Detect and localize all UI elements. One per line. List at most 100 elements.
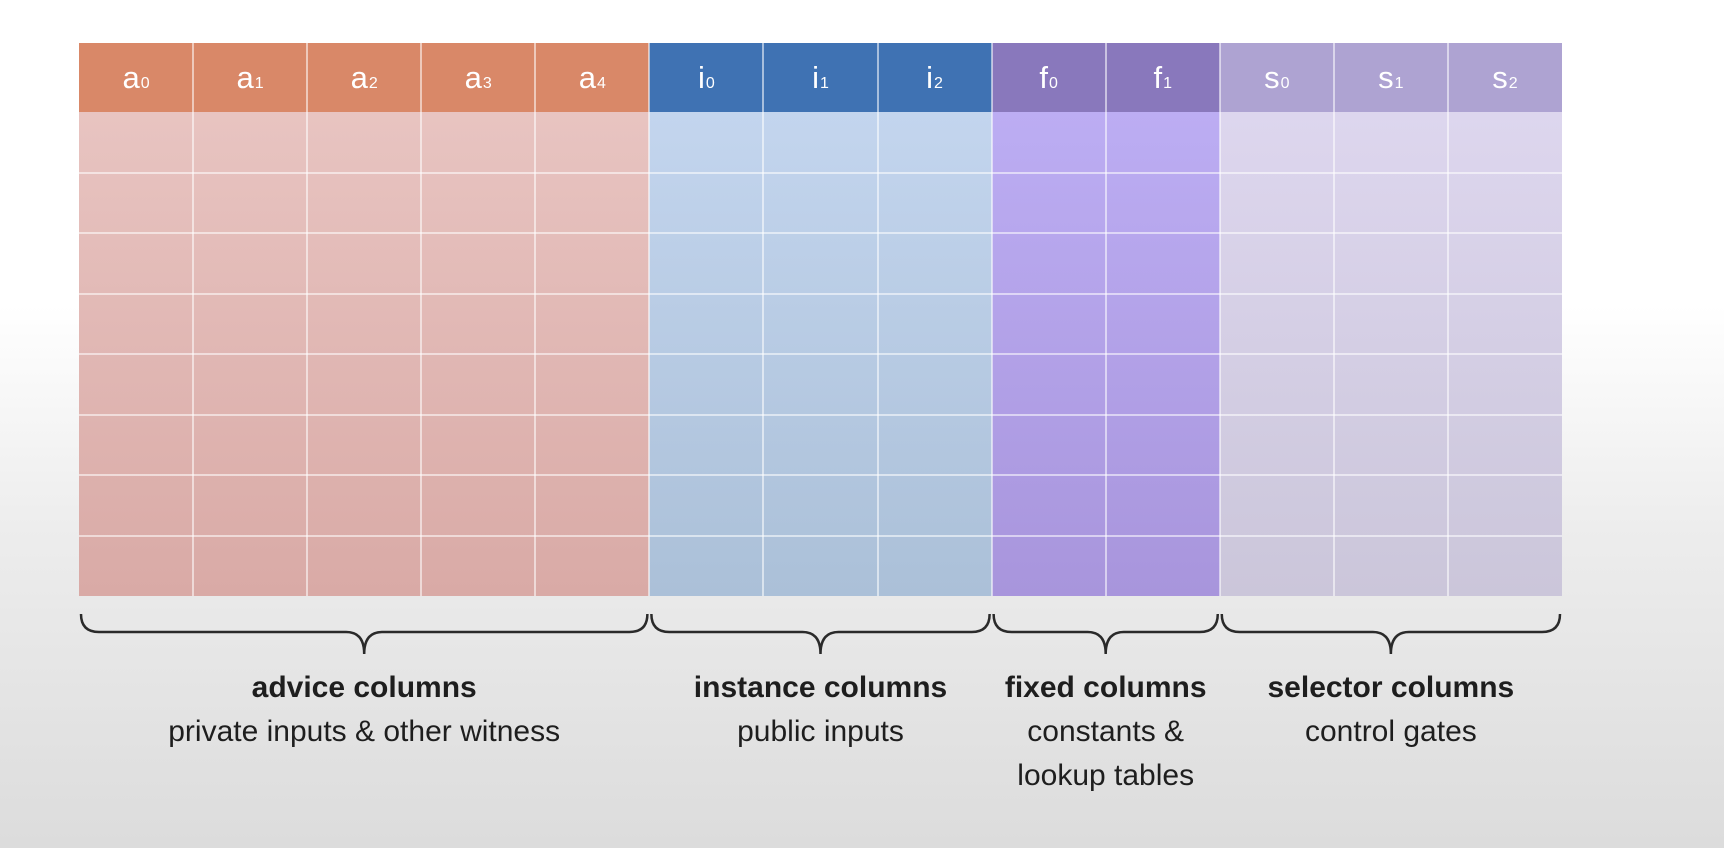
table-cell xyxy=(649,173,763,234)
column-index: 1 xyxy=(819,74,829,92)
table-cell xyxy=(878,475,992,536)
table-cell xyxy=(992,112,1106,173)
column-symbol: a xyxy=(122,60,140,95)
row-divider xyxy=(79,171,1562,174)
table-cell xyxy=(649,536,763,597)
table-cell xyxy=(1334,173,1448,234)
table-cell xyxy=(535,536,649,597)
table-cell xyxy=(307,294,421,355)
column-divider xyxy=(306,43,309,596)
table-cell xyxy=(1448,475,1562,536)
table-cell xyxy=(535,415,649,476)
table-cell xyxy=(535,112,649,173)
group-label-selector: selector columns control gates xyxy=(1171,666,1611,754)
table-cell xyxy=(1220,294,1334,355)
table-cell xyxy=(1334,233,1448,294)
group-description: private inputs & other witness xyxy=(168,715,561,748)
column-divider xyxy=(762,43,765,596)
column-divider xyxy=(192,43,195,596)
column-symbol: s xyxy=(1264,60,1280,95)
row-divider xyxy=(79,292,1562,295)
table-cell xyxy=(763,233,877,294)
table-cell xyxy=(421,173,535,234)
column-index: 1 xyxy=(1394,74,1404,92)
table-cell xyxy=(878,112,992,173)
table-cell xyxy=(1106,233,1220,294)
table-cell xyxy=(992,536,1106,597)
table-cell xyxy=(79,112,193,173)
table-cell xyxy=(763,475,877,536)
column-divider xyxy=(420,43,423,596)
table-cell xyxy=(1220,173,1334,234)
table-cell xyxy=(307,475,421,536)
table-cell xyxy=(878,173,992,234)
table-cell xyxy=(307,112,421,173)
table-cell xyxy=(421,354,535,415)
column-index: 0 xyxy=(705,74,715,92)
table-cell xyxy=(193,475,307,536)
group-label-advice: advice columns private inputs & other wit… xyxy=(144,666,584,754)
table-cell xyxy=(1448,354,1562,415)
column-divider xyxy=(990,43,993,596)
table-cell xyxy=(79,354,193,415)
table-cell xyxy=(1106,415,1220,476)
table-cell xyxy=(421,112,535,173)
table-cell xyxy=(992,354,1106,415)
group-description: public inputs xyxy=(737,715,904,748)
table-cell xyxy=(1106,536,1220,597)
table-cell xyxy=(535,173,649,234)
group-description: constants & xyxy=(1027,715,1185,748)
table-cell xyxy=(992,415,1106,476)
table-cell xyxy=(307,354,421,415)
group-title: selector columns xyxy=(1267,671,1515,704)
column-symbol: i xyxy=(812,60,819,95)
column-symbol: f xyxy=(1153,60,1163,95)
table-cell xyxy=(1220,415,1334,476)
table-cell xyxy=(307,536,421,597)
brace-fixed xyxy=(992,613,1220,655)
table-cell xyxy=(878,536,992,597)
table-cell xyxy=(1448,294,1562,355)
table-cell xyxy=(1448,536,1562,597)
table-cell xyxy=(649,294,763,355)
table-cell xyxy=(649,475,763,536)
table-cell xyxy=(763,173,877,234)
table-cell xyxy=(1334,536,1448,597)
column-index: 4 xyxy=(597,74,606,92)
table-cell xyxy=(79,173,193,234)
table-cell xyxy=(421,233,535,294)
table-cell xyxy=(1220,536,1334,597)
table-cell xyxy=(1220,475,1334,536)
table-cell xyxy=(1334,294,1448,355)
column-divider xyxy=(648,43,651,596)
row-divider xyxy=(79,474,1562,476)
table-cell xyxy=(763,354,877,415)
table-cell xyxy=(649,112,763,173)
group-title: instance columns xyxy=(693,671,948,704)
table-cell xyxy=(992,475,1106,536)
table-cell xyxy=(307,173,421,234)
table-cell xyxy=(763,112,877,173)
table-cell xyxy=(193,536,307,597)
column-index: 2 xyxy=(368,74,378,92)
table-cell xyxy=(193,294,307,355)
column-divider xyxy=(1104,43,1107,596)
